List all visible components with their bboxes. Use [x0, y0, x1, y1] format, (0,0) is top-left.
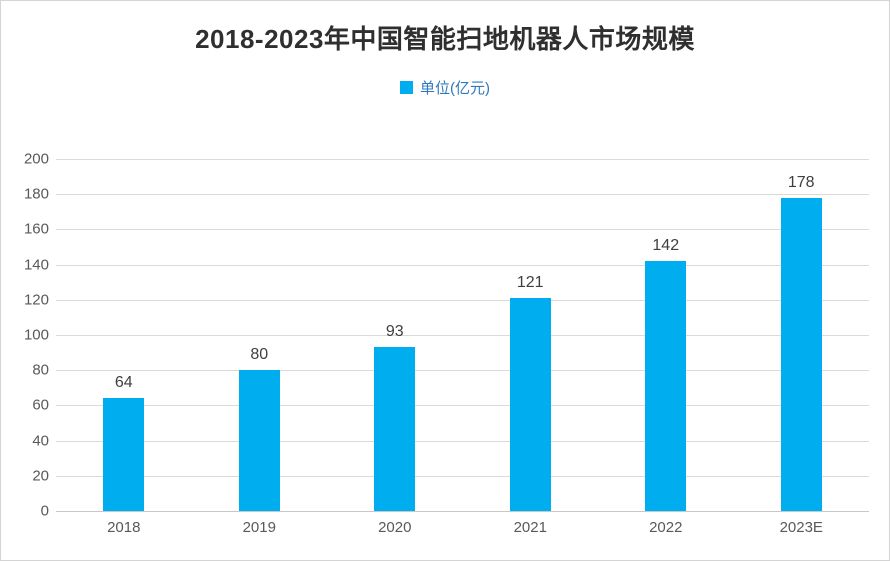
gridline: [56, 335, 869, 336]
gridline: [56, 194, 869, 196]
legend-swatch-icon: [400, 81, 413, 94]
plot-area: 0 20 40 60 80 100 120 140 160 180 200 64 80 93 121 142 1…: [24, 151, 869, 520]
y-tick-label: 120: [23, 291, 49, 309]
bar-value-label: 93: [385, 323, 404, 341]
gridline: [56, 370, 869, 372]
gridline: [56, 405, 869, 407]
bar-2020: [374, 347, 416, 511]
y-tick-label: 180: [23, 185, 49, 203]
x-tick-label: 2023E: [779, 519, 823, 536]
bar-value-label: 64: [114, 374, 133, 392]
legend: 单位(亿元): [1, 77, 889, 98]
bar-2022: [645, 261, 687, 511]
y-tick-label: 160: [23, 220, 49, 238]
gridline: [56, 440, 869, 442]
gridline: [56, 229, 869, 231]
y-tick-label: 140: [23, 256, 49, 274]
y-tick-label: 0: [40, 502, 49, 520]
x-axis: 2018 2019 2020 2021 2022 2023E: [56, 519, 869, 536]
y-tick-label: 200: [23, 150, 49, 168]
y-tick-label: 20: [32, 467, 49, 485]
bar-2018: [103, 398, 145, 511]
y-tick-label: 40: [32, 432, 49, 450]
y-tick-label: 60: [32, 396, 49, 414]
x-tick-label: 2021: [513, 519, 547, 536]
bar-2019: [238, 370, 280, 511]
bar-2023E: [780, 197, 822, 511]
bar-value-label: 80: [250, 346, 269, 364]
y-tick-label: 80: [32, 361, 49, 379]
y-tick-label: 100: [23, 326, 49, 344]
gridline: [56, 475, 869, 477]
x-tick-label: 2018: [107, 519, 141, 536]
bar-value-label: 142: [652, 237, 680, 255]
bar-value-label: 121: [516, 274, 544, 292]
bar-2021: [509, 298, 551, 511]
gridline: [56, 299, 869, 301]
gridline: [56, 264, 869, 266]
gridline: [56, 511, 869, 512]
bar-value-label: 178: [787, 173, 815, 191]
x-tick-label: 2022: [649, 519, 683, 536]
x-tick-label: 2020: [378, 519, 412, 536]
legend-label: 单位(亿元): [420, 80, 490, 97]
gridline: [56, 159, 869, 160]
x-tick-label: 2019: [242, 519, 276, 536]
chart-title: 2018-2023年中国智能扫地机器人市场规模: [195, 24, 695, 54]
